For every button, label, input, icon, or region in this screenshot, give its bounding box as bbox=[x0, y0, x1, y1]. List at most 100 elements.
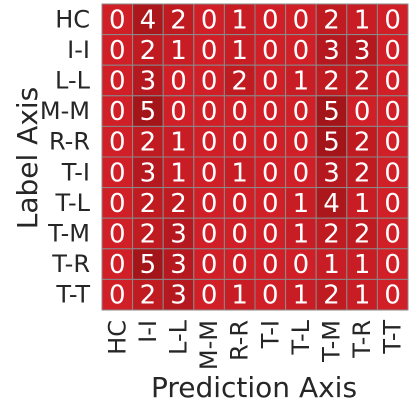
heatmap-cell bbox=[376, 34, 409, 66]
cell-value-label: 0 bbox=[262, 36, 279, 66]
cell-value-label: 0 bbox=[201, 97, 218, 127]
cell-value-label: 0 bbox=[262, 67, 279, 97]
heatmap-cell bbox=[223, 156, 256, 189]
cell-value-label: 0 bbox=[384, 36, 401, 66]
cell-value-label: 0 bbox=[384, 5, 401, 35]
x-tick-labels: HC I-I L-L M-M R-R T-I T-L T-M T-R T-T bbox=[103, 319, 406, 370]
cell-value-label: 0 bbox=[231, 250, 248, 280]
cell-value-label: 0 bbox=[262, 128, 279, 158]
heatmap-cell bbox=[315, 278, 348, 311]
y-tick-label: T-T bbox=[55, 281, 90, 309]
cell-value-label: 0 bbox=[262, 158, 279, 188]
y-tick-label: R-R bbox=[49, 128, 90, 156]
heatmap-cell bbox=[193, 217, 225, 250]
cell-value-label: 0 bbox=[231, 220, 248, 250]
cell-value-label: 0 bbox=[262, 250, 279, 280]
x-tick-label: I-I bbox=[134, 320, 162, 343]
heatmap-cell bbox=[285, 125, 317, 158]
x-tick-label: T-R bbox=[348, 320, 376, 359]
cell-value-label: 0 bbox=[262, 5, 279, 35]
heatmap-cell bbox=[223, 217, 256, 250]
x-tick-label: T-T bbox=[379, 320, 407, 355]
cell-value-label: 5 bbox=[140, 250, 157, 280]
x-tick-label: R-R bbox=[226, 320, 254, 361]
cell-value-label: 0 bbox=[293, 5, 310, 35]
cell-value-label: 3 bbox=[170, 250, 187, 280]
cell-value-label: 0 bbox=[201, 220, 218, 250]
heatmap-cell bbox=[376, 64, 409, 97]
heatmap-cell bbox=[132, 217, 164, 250]
heatmap-cell bbox=[162, 217, 195, 250]
cell-value-label: 2 bbox=[140, 128, 157, 158]
x-tick-label: T-I bbox=[256, 320, 284, 349]
heatmap-cell bbox=[223, 125, 256, 158]
cell-value-label: 1 bbox=[293, 189, 310, 219]
cell-value-label: 3 bbox=[140, 158, 157, 188]
cell-value-label: 1 bbox=[231, 281, 248, 311]
cell-value-label: 5 bbox=[140, 97, 157, 127]
heatmap-cell bbox=[254, 34, 287, 66]
cell-value-label: 2 bbox=[354, 128, 371, 158]
heatmap-cell bbox=[285, 95, 317, 127]
heatmap-cell bbox=[132, 125, 164, 158]
heatmap-cell bbox=[254, 156, 287, 189]
cell-value-label: 0 bbox=[384, 67, 401, 97]
heatmap-cell bbox=[254, 95, 287, 127]
heatmap-cell bbox=[101, 248, 134, 280]
cell-value-label: 0 bbox=[201, 189, 218, 219]
heatmap-cell bbox=[132, 3, 164, 36]
cell-value-label: 3 bbox=[323, 36, 340, 66]
y-tick-label: T-M bbox=[47, 220, 90, 248]
heatmap-cell bbox=[315, 248, 348, 280]
heatmap-cell bbox=[132, 34, 164, 66]
cell-value-label: 0 bbox=[384, 250, 401, 280]
cell-value-label: 3 bbox=[170, 220, 187, 250]
cell-value-label: 2 bbox=[140, 189, 157, 219]
cell-value-label: 5 bbox=[323, 97, 340, 127]
cell-value-label: 0 bbox=[201, 5, 218, 35]
heatmap-cell bbox=[346, 187, 378, 219]
heatmap-cell bbox=[162, 278, 195, 311]
heatmap-cell bbox=[193, 34, 225, 66]
cell-value-label: 0 bbox=[231, 128, 248, 158]
heatmap-cell bbox=[346, 156, 378, 189]
heatmap-cell bbox=[285, 64, 317, 97]
cell-value-label: 0 bbox=[354, 97, 371, 127]
y-tick-label: L-L bbox=[55, 67, 91, 95]
cell-value-label: 0 bbox=[109, 281, 126, 311]
cell-value-label: 0 bbox=[109, 36, 126, 66]
cell-value-label: 1 bbox=[293, 281, 310, 311]
x-tick-label: M-M bbox=[195, 320, 223, 370]
cell-value-label: 2 bbox=[323, 281, 340, 311]
cell-value-label: 1 bbox=[354, 250, 371, 280]
heatmap-cell bbox=[376, 3, 409, 36]
cell-value-label: 2 bbox=[323, 67, 340, 97]
cell-value-label: 0 bbox=[293, 36, 310, 66]
cell-value-label: 0 bbox=[384, 220, 401, 250]
heatmap-cells bbox=[101, 3, 409, 311]
cell-value-label: 2 bbox=[140, 36, 157, 66]
x-axis-title: Prediction Axis bbox=[151, 371, 357, 404]
cell-value-label: 0 bbox=[170, 97, 187, 127]
heatmap-cell bbox=[346, 125, 378, 158]
heatmap-cell bbox=[346, 34, 378, 66]
cell-value-label: 2 bbox=[323, 220, 340, 250]
cell-value-label: 0 bbox=[201, 250, 218, 280]
cell-value-label: 0 bbox=[201, 36, 218, 66]
y-tick-label: M-M bbox=[40, 97, 90, 125]
cell-value-label: 0 bbox=[109, 250, 126, 280]
heatmap-cell bbox=[346, 217, 378, 250]
y-tick-label: HC bbox=[55, 5, 90, 33]
heatmap-cell bbox=[193, 187, 225, 219]
cell-value-label: 0 bbox=[109, 67, 126, 97]
cell-value-label: 2 bbox=[170, 189, 187, 219]
heatmap-cell bbox=[285, 217, 317, 250]
heatmap-cell bbox=[376, 187, 409, 219]
heatmap-cell bbox=[132, 278, 164, 311]
heatmap-cell bbox=[101, 64, 134, 97]
cell-value-label: 0 bbox=[201, 281, 218, 311]
heatmap-cell bbox=[254, 3, 287, 36]
cell-value-label: 0 bbox=[109, 5, 126, 35]
cell-value-label: 2 bbox=[140, 220, 157, 250]
cell-value-label: 1 bbox=[293, 220, 310, 250]
